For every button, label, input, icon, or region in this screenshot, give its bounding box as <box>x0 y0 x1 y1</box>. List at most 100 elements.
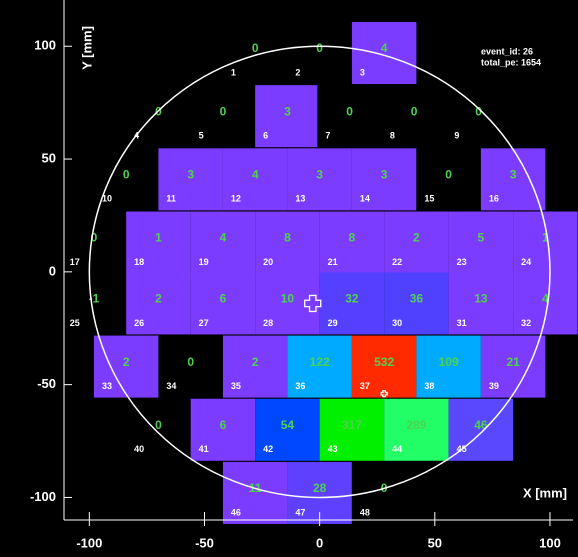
cell-value: 4 <box>381 41 388 55</box>
cell-value: 3 <box>187 168 194 182</box>
cell <box>222 148 288 211</box>
cell-id: 38 <box>424 381 434 391</box>
cell <box>255 272 320 335</box>
cell <box>255 85 320 148</box>
cell-id: 16 <box>489 194 499 204</box>
cell-layer: 0102430405360708090103114123133140153160… <box>61 21 578 524</box>
cell-value: 2 <box>155 292 162 306</box>
cell <box>255 398 320 461</box>
cell <box>126 272 191 335</box>
cell-value: 0 <box>187 355 194 369</box>
cell <box>513 211 578 274</box>
cell-value: 0 <box>316 41 323 55</box>
cell-id: 19 <box>199 257 209 267</box>
cell-id: 26 <box>134 318 144 328</box>
cell <box>448 272 514 335</box>
cell-value: 0 <box>252 41 259 55</box>
x-tick-label: 50 <box>428 535 442 550</box>
cell-id: 33 <box>102 381 112 391</box>
cell-id: 23 <box>457 257 467 267</box>
y-tick-label: 50 <box>42 150 56 165</box>
cell-id: 32 <box>521 318 531 328</box>
cell-id: 13 <box>295 194 305 204</box>
x-tick-label: 100 <box>539 535 561 550</box>
cell-id: 15 <box>424 194 434 204</box>
cell <box>416 148 481 211</box>
cell <box>93 148 159 211</box>
cell-value: 0 <box>91 231 98 245</box>
cell <box>351 21 417 85</box>
cell-value: 532 <box>374 355 394 369</box>
cell-value: 3 <box>316 168 323 182</box>
cell-value: 6 <box>220 418 227 432</box>
y-tick-label: -50 <box>37 376 56 391</box>
cell-id: 14 <box>360 194 370 204</box>
cell <box>384 398 449 461</box>
cell-value: 0 <box>220 104 227 118</box>
cell <box>287 335 352 398</box>
annotation: total_pe: 1654 <box>481 57 541 67</box>
cell-id: 44 <box>392 444 402 454</box>
cell-value: 0 <box>346 104 353 118</box>
cell-id: 21 <box>328 257 338 267</box>
cell-value: 3 <box>510 168 517 182</box>
cell-value: 0 <box>155 418 162 432</box>
cell-id: 17 <box>70 257 80 267</box>
cell-value: 0 <box>123 168 130 182</box>
cell-value: 317 <box>342 418 362 432</box>
cell-id: 7 <box>325 131 330 141</box>
cell-id: 18 <box>134 257 144 267</box>
cell-value: 10 <box>281 292 295 306</box>
cell-value: 2 <box>252 355 259 369</box>
cell <box>158 335 223 398</box>
cell-id: 6 <box>263 131 268 141</box>
cell-id: 12 <box>231 194 241 204</box>
cell-id: 2 <box>295 67 300 77</box>
cell-value: 36 <box>410 292 424 306</box>
cell-id: 46 <box>231 507 241 517</box>
cell-value: 3 <box>381 168 388 182</box>
cell-id: 5 <box>199 131 204 141</box>
cell-value: 1 <box>542 231 549 245</box>
cell-id: 29 <box>328 318 338 328</box>
cell <box>351 335 417 398</box>
cell-id: 28 <box>263 318 273 328</box>
cell <box>480 148 546 211</box>
cell-value: 13 <box>474 292 488 306</box>
cell <box>351 148 417 211</box>
cell-value: 6 <box>220 292 227 306</box>
cell <box>222 21 288 85</box>
cell-value: 54 <box>281 418 295 432</box>
cell-value: 4 <box>252 168 259 182</box>
cell <box>319 272 385 335</box>
y-tick-label: -100 <box>30 489 56 504</box>
cell-id: 43 <box>328 444 338 454</box>
cell-value: 2 <box>123 355 130 369</box>
cell-value: 289 <box>406 418 426 432</box>
cell-value: 5 <box>478 231 485 245</box>
cell-id: 27 <box>199 318 209 328</box>
cell-id: 31 <box>457 318 467 328</box>
cell <box>384 211 449 274</box>
cell-id: 9 <box>454 131 459 141</box>
x-tick-label: -50 <box>195 535 214 550</box>
cell <box>384 272 449 335</box>
cell-id: 8 <box>390 131 395 141</box>
cell-value: 8 <box>349 231 356 245</box>
cell <box>126 85 191 148</box>
y-axis-label: Y [mm] <box>79 26 94 70</box>
cell <box>126 211 191 274</box>
cell <box>158 148 223 211</box>
cell-value: 109 <box>439 355 459 369</box>
y-tick-label: 100 <box>34 38 56 53</box>
cell-id: 41 <box>199 444 209 454</box>
cell <box>61 272 127 335</box>
cell <box>319 211 385 274</box>
cell <box>93 335 159 398</box>
cell <box>446 85 511 148</box>
cell-value: 0 <box>411 104 418 118</box>
cell-value: 4 <box>542 292 549 306</box>
